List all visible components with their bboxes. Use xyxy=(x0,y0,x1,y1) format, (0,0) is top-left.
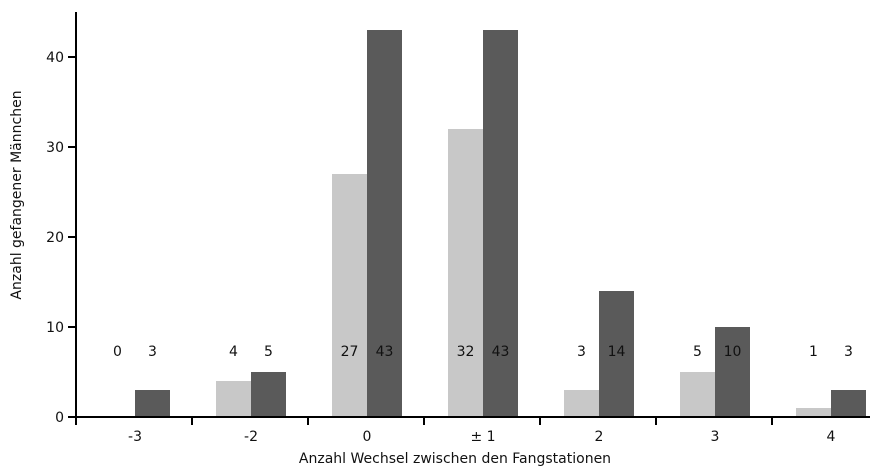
data-label: 3 xyxy=(577,344,586,360)
x-tick-label: 2 xyxy=(595,429,604,445)
bar xyxy=(332,174,367,417)
x-tick-label: 0 xyxy=(363,429,372,445)
bar xyxy=(599,291,634,417)
x-axis-title: Anzahl Wechsel zwischen den Fangstatione… xyxy=(299,451,611,467)
data-label: 3 xyxy=(844,344,853,360)
x-tick-label: 4 xyxy=(827,429,836,445)
data-label: 1 xyxy=(809,344,818,360)
bar xyxy=(796,408,831,417)
bar xyxy=(715,327,750,417)
y-tick-label: 0 xyxy=(55,410,64,426)
data-label: 14 xyxy=(608,344,626,360)
bar xyxy=(564,390,599,417)
y-axis-title: Anzahl gefangener Männchen xyxy=(9,90,25,299)
bar xyxy=(831,390,866,417)
bar xyxy=(251,372,286,417)
data-label: 10 xyxy=(724,344,742,360)
bar xyxy=(367,30,402,417)
bar xyxy=(680,372,715,417)
data-label: 4 xyxy=(229,344,238,360)
y-tick-label: 10 xyxy=(46,320,64,336)
data-label: 43 xyxy=(492,344,510,360)
bar xyxy=(483,30,518,417)
bar xyxy=(448,129,483,417)
y-ticks: 0 10 20 30 40 xyxy=(46,50,76,426)
bars-layer xyxy=(135,30,866,417)
data-label: 5 xyxy=(264,344,273,360)
y-tick-label: 40 xyxy=(46,50,64,66)
data-labels-layer: 0 3 4 5 27 43 32 43 3 14 5 10 1 3 xyxy=(113,344,853,360)
x-tick-label: 3 xyxy=(711,429,720,445)
y-tick-label: 20 xyxy=(46,230,64,246)
x-tick-label: ± 1 xyxy=(470,429,495,445)
bar xyxy=(216,381,251,417)
data-label: 5 xyxy=(693,344,702,360)
data-label: 27 xyxy=(341,344,359,360)
y-tick-label: 30 xyxy=(46,140,64,156)
x-tick-label: -3 xyxy=(128,429,142,445)
data-label: 3 xyxy=(148,344,157,360)
data-label: 0 xyxy=(113,344,122,360)
data-label: 32 xyxy=(457,344,475,360)
x-tick-label: -2 xyxy=(244,429,258,445)
data-label: 43 xyxy=(376,344,394,360)
bar xyxy=(135,390,170,417)
x-ticks: -3 -2 0 ± 1 2 3 4 xyxy=(128,417,836,445)
